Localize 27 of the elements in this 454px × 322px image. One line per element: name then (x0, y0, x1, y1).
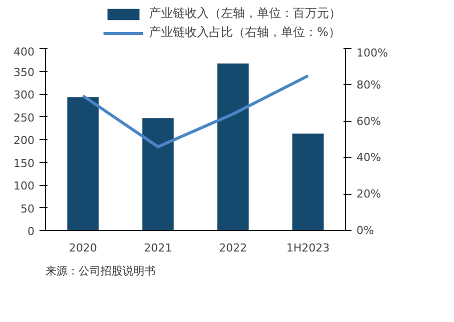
y2-tick-label: 40% (356, 151, 381, 164)
y2-tick-label: 0% (356, 224, 374, 237)
x-tick-label: 1H2023 (286, 242, 330, 254)
bar (142, 118, 174, 230)
y-tick-label: 0 (28, 225, 34, 238)
y-tick-label: 400 (14, 46, 35, 58)
y-tick-label: 200 (14, 134, 35, 147)
legend-label: 产业链收入占比（右轴，单位：%） (149, 24, 340, 41)
y-tick-label: 300 (14, 88, 35, 102)
y-tick-label: 150 (14, 156, 35, 170)
source-note: 来源：公司招股说明书 (46, 264, 156, 278)
bar (217, 64, 249, 230)
y-tick-label: 50 (20, 202, 35, 216)
x-tick-label: 2022 (219, 242, 248, 254)
y-tick-label: 250 (14, 111, 35, 124)
x-tick-label: 2020 (69, 242, 98, 254)
line-series (82, 74, 310, 148)
bar (67, 97, 99, 230)
legend-label: 产业链收入（左轴，单位：百万元） (149, 5, 341, 22)
y2-tick-label: 100% (356, 46, 388, 60)
y-tick-label: 100 (14, 180, 35, 192)
y-tick-label: 350 (14, 66, 35, 79)
y2-tick-label: 20% (356, 188, 381, 201)
y2-tick-label: 60% (356, 114, 381, 128)
bar (292, 134, 324, 230)
x-tick-label: 2021 (144, 242, 172, 254)
y2-tick-label: 80% (356, 78, 381, 92)
